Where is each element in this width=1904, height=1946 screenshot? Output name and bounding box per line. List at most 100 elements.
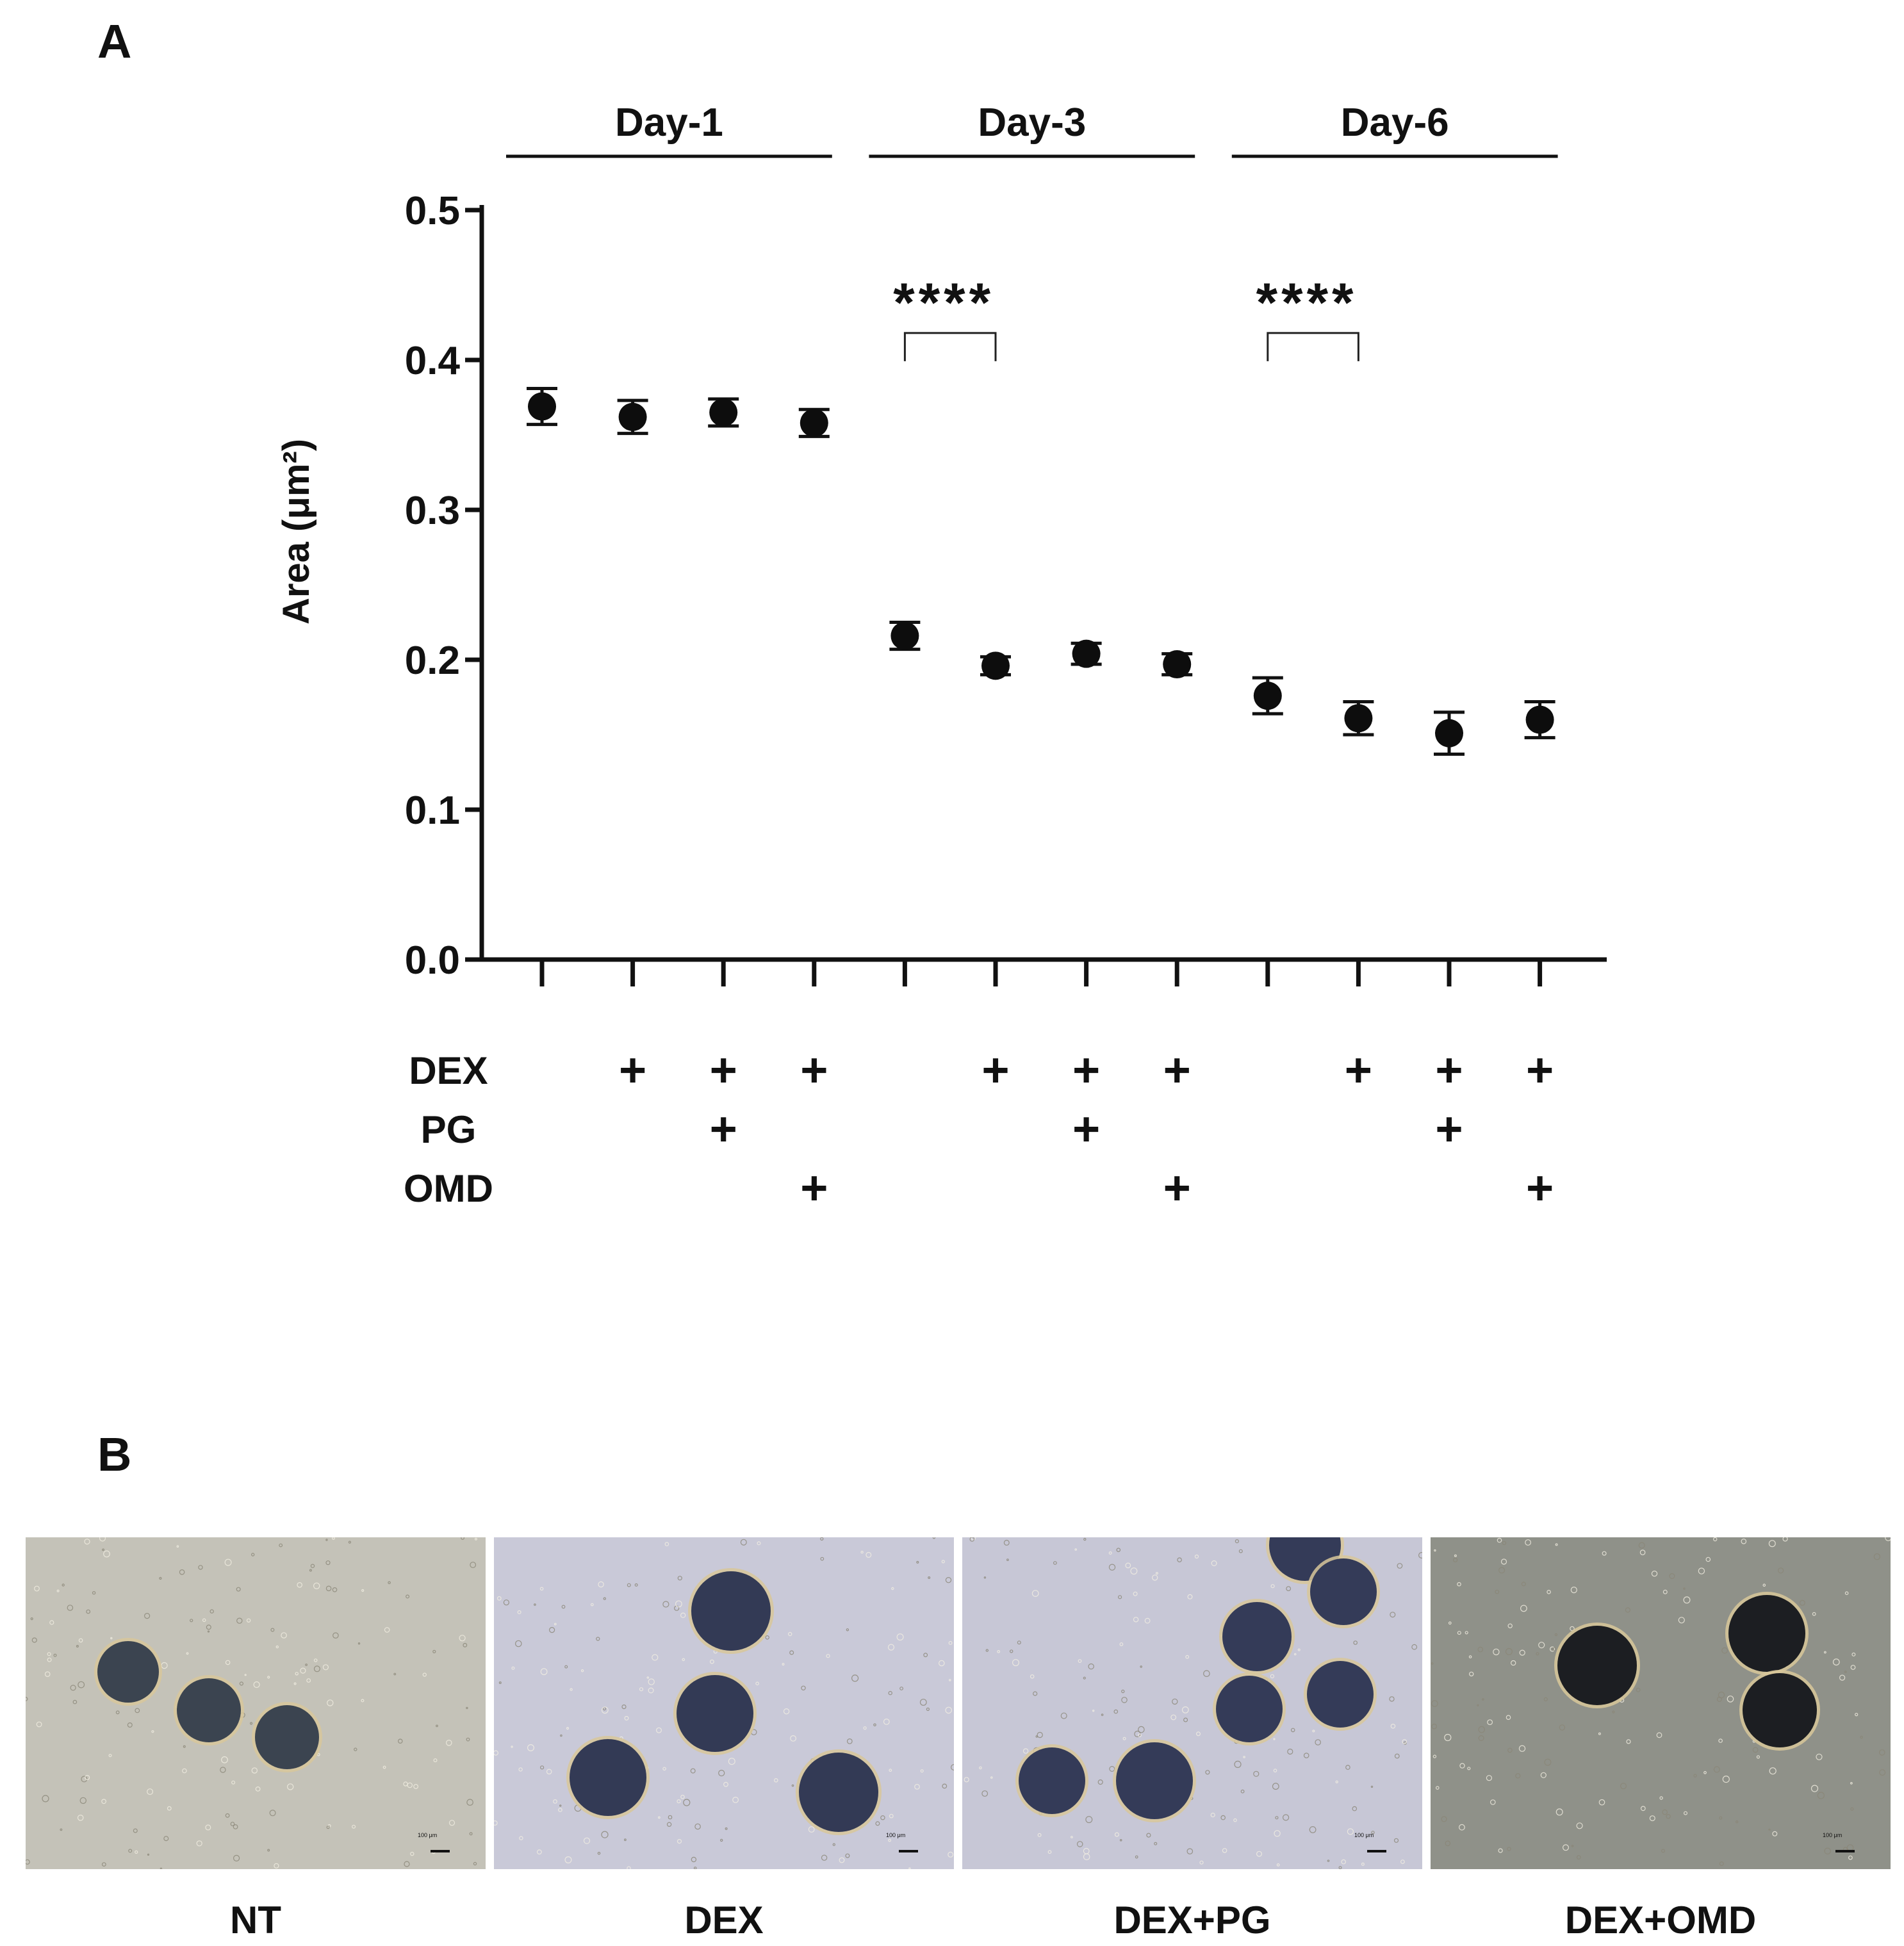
cell-debris [680, 1794, 685, 1799]
cell-debris [1121, 1689, 1125, 1694]
cell-debris [546, 1769, 552, 1775]
cell-debris [808, 1826, 815, 1833]
cell-debris [1879, 1769, 1886, 1776]
cell-debris [941, 1560, 945, 1564]
cell-debris [1347, 1828, 1354, 1835]
cell-debris [151, 1730, 154, 1733]
cell-debris [1172, 1698, 1178, 1705]
cell-debris [133, 1828, 138, 1833]
cell-debris [332, 1632, 339, 1639]
cell-debris [186, 1652, 189, 1655]
cell-debris [300, 1667, 306, 1674]
cell-debris [382, 1765, 386, 1769]
spheroid [1557, 1626, 1637, 1705]
cell-debris [1495, 1589, 1500, 1594]
spheroid [1222, 1602, 1292, 1671]
cell-debris [221, 1756, 228, 1763]
cell-debris [354, 1747, 357, 1751]
cell-debris [225, 1660, 231, 1665]
cell-debris [964, 1777, 969, 1783]
cell-debris [190, 1619, 193, 1623]
cell-debris [230, 1822, 235, 1826]
group-label: Day-3 [978, 101, 1086, 145]
cell-debris [755, 1681, 759, 1686]
cell-debris [1205, 1770, 1210, 1775]
cell-debris [1108, 1551, 1112, 1555]
spheroid [677, 1675, 753, 1752]
cell-debris [1390, 1612, 1396, 1618]
cell-debris [791, 1784, 794, 1787]
cell-debris [1125, 1562, 1131, 1569]
cell-debris [1662, 1589, 1668, 1594]
cell-debris [293, 1682, 297, 1685]
cell-debris [326, 1826, 330, 1829]
cell-debris [1722, 1776, 1730, 1783]
spheroid [97, 1641, 159, 1703]
cell-debris [101, 1799, 106, 1804]
cell-debris [1345, 1765, 1350, 1770]
cell-debris [1620, 1783, 1627, 1790]
cell-debris [1736, 1820, 1739, 1824]
cell-debris [932, 1537, 936, 1539]
cell-debris [863, 1726, 867, 1730]
cell-debris [1177, 1557, 1182, 1563]
cell-debris [675, 1600, 682, 1608]
cell-debris [627, 1583, 631, 1587]
cell-debris [948, 1679, 951, 1681]
cell-debris [757, 1541, 761, 1546]
cell-debris [86, 1609, 91, 1614]
cell-debris [205, 1824, 211, 1831]
cell-debris [47, 1652, 51, 1656]
cell-debris [1659, 1796, 1663, 1800]
cell-debris [1030, 1674, 1035, 1679]
cell-debris [81, 1776, 88, 1783]
cell-debris [244, 1674, 247, 1676]
cell-debris [313, 1582, 320, 1590]
cell-debris [782, 1663, 785, 1666]
cell-debris [1309, 1826, 1317, 1833]
cell-debris [236, 1587, 241, 1592]
cell-debris [517, 1610, 521, 1614]
cell-debris [305, 1664, 308, 1666]
cell-debris [1457, 1582, 1461, 1587]
cell-debris [1253, 1770, 1260, 1777]
significance-label: **** [893, 272, 994, 334]
cell-debris [469, 1832, 473, 1836]
cell-debris [1335, 1780, 1338, 1783]
cell-debris [79, 1797, 87, 1804]
cell-debris [683, 1799, 691, 1806]
cell-debris [1576, 1822, 1583, 1829]
cell-debris [1276, 1863, 1280, 1867]
cell-debris [1210, 1812, 1215, 1818]
cell-debris [135, 1708, 140, 1713]
data-point [1253, 682, 1282, 710]
cell-debris [287, 1783, 294, 1790]
cell-debris [1088, 1663, 1094, 1670]
cell-debris [1393, 1838, 1399, 1843]
cell-debris [225, 1813, 230, 1818]
cell-debris [554, 1623, 557, 1626]
cell-debris [1598, 1799, 1605, 1806]
data-point [890, 621, 919, 650]
cell-debris [1860, 1735, 1863, 1739]
micrograph-image [494, 1537, 954, 1869]
cell-debris [511, 1666, 515, 1670]
treatment-marker: + [1435, 1043, 1463, 1097]
y-tick-label: 0.5 [405, 189, 460, 233]
cell-debris [820, 1537, 824, 1541]
cell-debris [1370, 1785, 1374, 1788]
cell-debris [497, 1596, 502, 1601]
cell-debris [1138, 1726, 1145, 1733]
cell-debris [1434, 1549, 1436, 1552]
cell-debris [498, 1681, 502, 1685]
cell-debris [540, 1668, 548, 1676]
cell-debris [1636, 1687, 1641, 1692]
cell-debris [945, 1706, 952, 1714]
cell-debris [1478, 1726, 1485, 1733]
cell-debris [590, 1603, 594, 1607]
cell-debris [1500, 1558, 1507, 1565]
cell-debris [1133, 1591, 1138, 1596]
cell-debris [597, 1851, 601, 1855]
treatment-marker: + [619, 1043, 646, 1097]
cell-debris [1772, 1831, 1778, 1836]
